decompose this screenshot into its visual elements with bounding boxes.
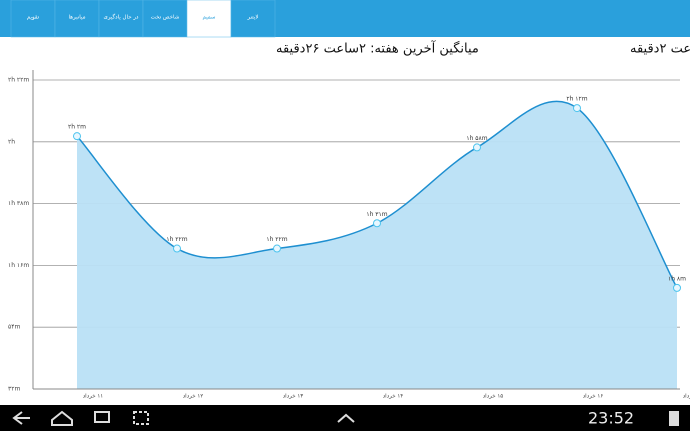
x-tick-label: ۱۳ خرداد xyxy=(283,394,304,400)
value-label: ۲h ۲m xyxy=(68,124,86,131)
point xyxy=(73,132,81,141)
screenshot-icon xyxy=(133,411,149,425)
tab-label: میانبرها xyxy=(68,15,85,21)
up-icon xyxy=(337,413,355,423)
point xyxy=(373,219,381,228)
x-tick-label: ۱۷ خرداد xyxy=(683,394,690,400)
y-tick-label: ۱h ۳۸m xyxy=(8,200,29,207)
back-icon xyxy=(12,411,30,425)
tab-label: شاخص تخت xyxy=(151,15,180,21)
tab-label: سمیم xyxy=(202,15,215,21)
tab[interactable] xyxy=(54,0,100,38)
value-label: ۱h ۲۲m xyxy=(266,236,287,243)
nav-icons xyxy=(12,410,679,426)
tab-label: لایتنر xyxy=(246,15,258,21)
week-average: میانگین آخرین هفته: ۲ساعت ۲۶دقیقه xyxy=(276,40,479,57)
point xyxy=(273,244,281,253)
x-tick-label: ۱۱ خرداد xyxy=(83,394,104,400)
point xyxy=(573,104,581,113)
recent-icon xyxy=(94,411,110,423)
point xyxy=(173,244,181,253)
nav-bar xyxy=(0,405,690,431)
tab[interactable] xyxy=(10,0,56,38)
clock: 23:52 xyxy=(588,409,634,428)
tab-label: در حال یادگیری xyxy=(104,14,139,21)
home-icon xyxy=(51,410,73,426)
y-tick-label: ۳۲m xyxy=(8,386,20,393)
x-tick-label: ۱۴ خرداد xyxy=(383,394,404,400)
value-label: ۱h ۵۸m xyxy=(466,135,487,142)
area xyxy=(77,101,677,389)
value-label: ۲h ۱۲m xyxy=(566,96,587,103)
value-label: ۱h ۳۱m xyxy=(366,211,387,218)
tab-label: تقویم xyxy=(27,15,40,21)
y-tick-label: ۲h ۲۲m xyxy=(8,77,29,84)
point xyxy=(673,283,681,292)
x-tick-label: ۱۲ خرداد xyxy=(183,394,204,400)
tab[interactable] xyxy=(230,0,276,38)
y-tick-label: ۱h ۱۶m xyxy=(8,262,29,269)
point xyxy=(473,143,481,152)
value-label: ۱h ۲۲m xyxy=(166,236,187,243)
x-tick-label: ۱۶ خرداد xyxy=(583,394,604,400)
y-tick-label: ۲h xyxy=(8,138,15,145)
month-average: میانگین آخرین ماه: ۱ساعت ۲دقیقه xyxy=(630,40,690,57)
tab[interactable] xyxy=(142,0,188,38)
y-tick-label: ۵۴m xyxy=(8,324,20,331)
battery-icon xyxy=(669,411,679,426)
value-label: ۱h ۸m xyxy=(668,275,686,282)
x-tick-label: ۱۵ خرداد xyxy=(483,394,504,400)
tab[interactable] xyxy=(186,0,232,38)
